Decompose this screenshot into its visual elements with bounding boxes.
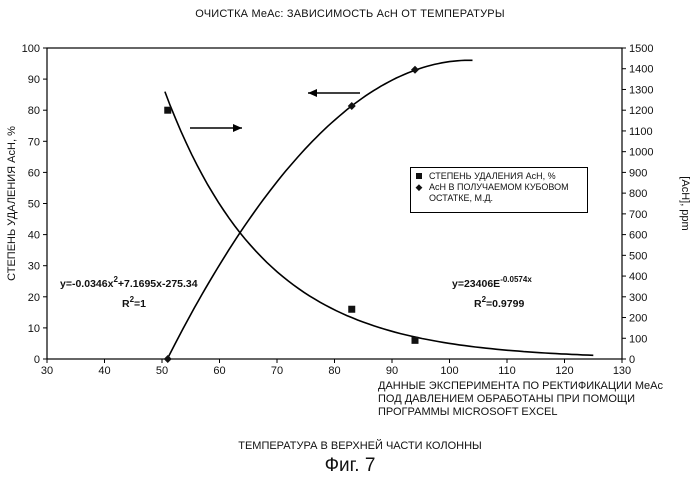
x-tick-label: 130 [613,365,631,377]
legend-label-ach: AcH В ПОЛУЧАЕМОМ КУБОВОМ ОСТАТКЕ, М.Д. [429,182,579,204]
experiment-note: ДАННЫЕ ЭКСПЕРИМЕНТА ПО РЕКТИФИКАЦИИ MeAc… [378,380,663,419]
data-point-ach [411,66,419,74]
y2-tick-label: 700 [629,209,647,221]
equation-poly-tail: +7.1695x-275.34 [118,278,198,290]
y2-tick-label: 500 [629,250,647,262]
y-tick-label: 90 [28,74,40,86]
legend-label-removal: СТЕПЕНЬ УДАЛЕНИЯ AcH, % [429,171,556,182]
data-point-removal [348,306,355,313]
x-tick-label: 50 [156,365,168,377]
y2-tick-label: 900 [629,167,647,179]
y2-tick-label: 1300 [629,84,653,96]
r2-exp-tail: =0.9799 [486,298,524,310]
y-tick-label: 50 [28,199,40,211]
legend-item-removal: СТЕПЕНЬ УДАЛЕНИЯ AcH, % [415,171,556,182]
y2-tick-label: 1400 [629,64,653,76]
y-tick-label: 80 [28,105,40,117]
x-tick-label: 110 [498,365,516,377]
legend: СТЕПЕНЬ УДАЛЕНИЯ AcH, % ◆ AcH В ПОЛУЧАЕМО… [410,167,588,213]
y2-tick-label: 1000 [629,147,653,159]
data-point-removal [412,337,419,344]
y-tick-label: 30 [28,261,40,273]
x-tick-label: 40 [98,365,110,377]
arrow-right-icon-head [233,124,242,132]
x-tick-label: 100 [440,365,458,377]
y2-tick-label: 1500 [629,43,653,55]
equation-exp-superscript: -0.0574x [500,275,532,284]
note-line: ДАННЫЕ ЭКСПЕРИМЕНТА ПО РЕКТИФИКАЦИИ MeAc [378,380,663,393]
equation-exp: y=23406E-0.0574x [452,275,532,290]
r2-poly-tail: =1 [134,298,146,310]
r2-poly: R2=1 [122,295,146,310]
r2-exp: R2=0.9799 [474,295,524,310]
y2-tick-label: 0 [629,354,635,366]
figure-caption: Фиг. 7 [0,455,700,477]
y-tick-label: 20 [28,292,40,304]
y2-tick-label: 200 [629,313,647,325]
y-tick-label: 70 [28,136,40,148]
y2-tick-label: 100 [629,333,647,345]
y-tick-label: 100 [22,43,40,55]
y2-tick-label: 800 [629,188,647,200]
y2-axis-label: [AcH], ppm [679,176,691,230]
arrow-left-icon-head [308,89,317,97]
y2-tick-label: 1200 [629,105,653,117]
square-marker-icon [416,173,422,179]
y2-tick-label: 300 [629,292,647,304]
y2-tick-label: 600 [629,230,647,242]
y-tick-label: 40 [28,230,40,242]
data-point-ach [164,355,172,363]
y2-tick-label: 400 [629,271,647,283]
equation-poly-base: y=-0.0346x [60,278,114,290]
note-line: ПОД ДАВЛЕНИЕМ ОБРАБОТАНЫ ПРИ ПОМОЩИ [378,393,663,406]
x-tick-label: 60 [213,365,225,377]
x-tick-label: 120 [555,365,573,377]
note-line: ПРОГРАММЫ MICROSOFT EXCEL [378,406,663,419]
x-tick-label: 90 [386,365,398,377]
trendline-ach [165,92,593,356]
x-tick-label: 70 [271,365,283,377]
equation-exp-base: y=23406E [452,278,500,290]
y-axis-label: СТЕПЕНЬ УДАЛЕНИЯ AcH, % [6,126,18,281]
x-tick-label: 30 [41,365,53,377]
y-tick-label: 0 [34,354,40,366]
x-tick-label: 80 [328,365,340,377]
legend-item-ach: ◆ AcH В ПОЛУЧАЕМОМ КУБОВОМ ОСТАТКЕ, М.Д. [415,182,579,204]
y2-tick-label: 1100 [629,126,653,138]
y-tick-label: 60 [28,167,40,179]
data-point-removal [164,107,171,114]
y-tick-label: 10 [28,323,40,335]
x-axis-label: ТЕМПЕРАТУРА В ВЕРХНЕЙ ЧАСТИ КОЛОННЫ [0,440,700,452]
equation-poly: y=-0.0346x2+7.1695x-275.34 [60,275,198,290]
diamond-marker-icon: ◆ [415,182,423,193]
